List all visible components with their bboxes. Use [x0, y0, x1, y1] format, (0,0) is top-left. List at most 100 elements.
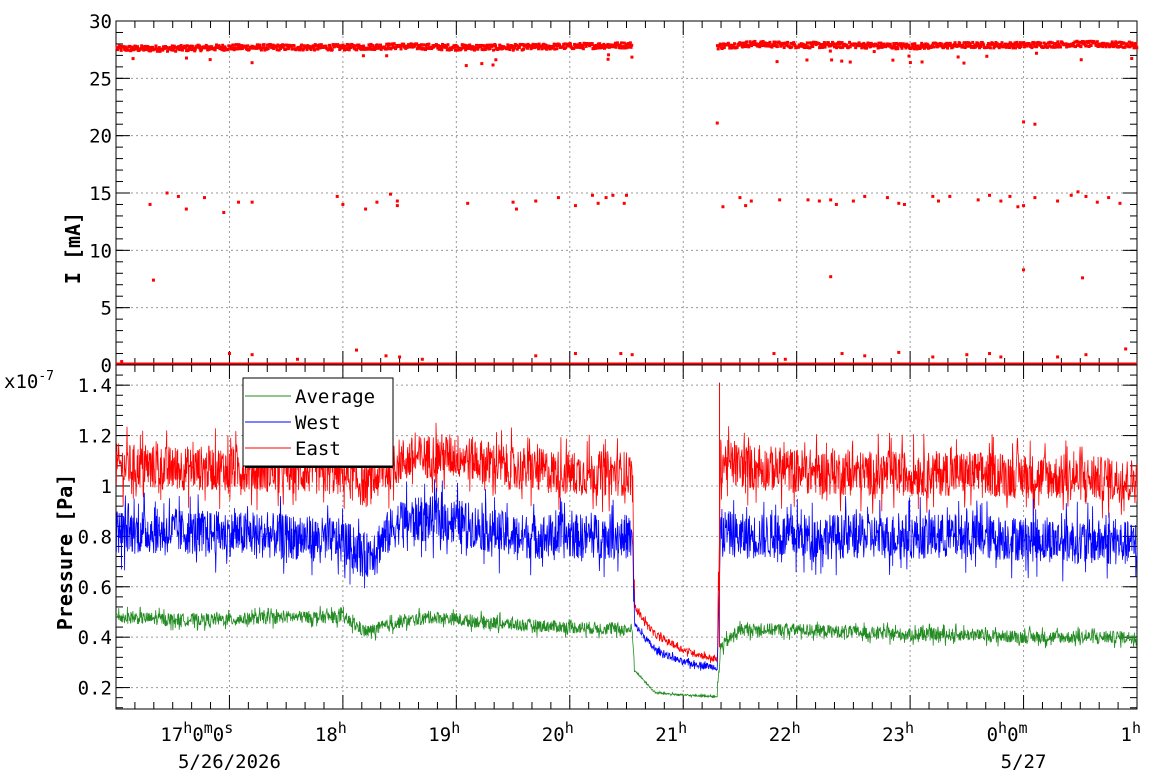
current-point	[908, 61, 912, 65]
current-point	[258, 43, 262, 47]
current-point	[564, 46, 568, 50]
current-point	[738, 196, 742, 200]
current-point	[722, 46, 726, 50]
current-point	[939, 42, 943, 46]
current-point	[782, 46, 786, 50]
current-point	[946, 46, 950, 50]
current-point	[608, 45, 612, 49]
current-point	[362, 44, 366, 48]
current-point	[999, 43, 1003, 47]
current-point	[747, 45, 751, 49]
time-tick-label: 0h0m	[987, 719, 1028, 746]
current-point	[364, 207, 368, 211]
current-point	[389, 192, 393, 196]
current-point	[1059, 45, 1063, 49]
current-point	[831, 41, 835, 45]
current-point	[1030, 46, 1034, 50]
current-point	[971, 40, 975, 44]
current-point	[180, 48, 184, 52]
current-point	[262, 43, 266, 47]
current-point	[355, 348, 359, 352]
current-point	[210, 45, 214, 49]
current-point	[272, 46, 276, 50]
current-point	[607, 53, 611, 57]
current-point	[613, 43, 617, 47]
current-point	[830, 58, 834, 62]
current-point	[409, 42, 413, 46]
current-point	[531, 42, 535, 46]
current-point	[931, 43, 935, 47]
current-point	[357, 44, 361, 48]
current-point	[521, 43, 525, 47]
current-point	[848, 45, 852, 49]
current-point	[573, 352, 577, 356]
current-point	[1079, 58, 1083, 62]
current-point	[804, 43, 808, 47]
current-point	[221, 43, 225, 47]
current-point	[953, 41, 957, 45]
current-point	[278, 47, 282, 51]
current-point	[347, 48, 351, 52]
time-tick-label: 23h	[882, 719, 914, 746]
current-point	[292, 44, 296, 48]
current-point	[1081, 42, 1085, 46]
current-point	[619, 352, 623, 356]
current-point	[423, 48, 427, 52]
current-point	[386, 44, 390, 48]
current-point	[222, 210, 226, 214]
current-point	[226, 48, 230, 52]
current-point	[845, 43, 849, 47]
current-point	[256, 43, 260, 47]
current-point	[932, 45, 936, 49]
current-point	[790, 45, 794, 49]
current-point	[904, 46, 908, 50]
current-point	[907, 43, 911, 47]
current-point	[1095, 40, 1099, 44]
current-point	[468, 43, 472, 47]
current-point	[735, 45, 739, 49]
current-point	[995, 42, 999, 46]
current-point	[371, 44, 375, 48]
current-point	[236, 45, 240, 49]
current-point	[227, 352, 231, 356]
current-point	[515, 47, 519, 51]
current-point	[296, 357, 300, 361]
current-point	[1054, 43, 1058, 47]
current-point	[895, 45, 899, 49]
current-point	[341, 202, 345, 206]
current-point	[573, 204, 577, 208]
current-point	[837, 40, 841, 44]
current-point	[614, 45, 618, 49]
current-point	[841, 45, 845, 49]
current-point	[968, 42, 972, 46]
current-point	[298, 48, 302, 52]
current-point	[466, 46, 470, 50]
current-point	[991, 42, 995, 46]
current-point	[897, 350, 901, 354]
current-point	[956, 44, 960, 48]
current-point	[317, 43, 321, 47]
current-point	[892, 42, 896, 46]
current-point	[440, 48, 444, 52]
current-point	[829, 275, 833, 279]
current-point	[1000, 41, 1004, 45]
current-point	[1079, 45, 1083, 49]
current-point	[466, 201, 470, 205]
current-point	[1093, 41, 1097, 45]
current-point	[1022, 268, 1026, 272]
current-point	[513, 45, 517, 49]
current-point	[749, 199, 753, 203]
current-point	[715, 121, 719, 125]
current-point	[384, 354, 388, 358]
current-point	[285, 44, 289, 48]
current-point	[982, 43, 986, 47]
current-point	[1025, 44, 1029, 48]
current-point	[1053, 45, 1057, 49]
current-ytick-label: 25	[89, 68, 112, 90]
current-point	[744, 204, 748, 208]
current-point	[620, 41, 624, 45]
current-point	[480, 62, 484, 66]
current-point	[732, 42, 736, 46]
current-point	[345, 42, 349, 46]
time-tick-label: 18h	[315, 719, 347, 746]
